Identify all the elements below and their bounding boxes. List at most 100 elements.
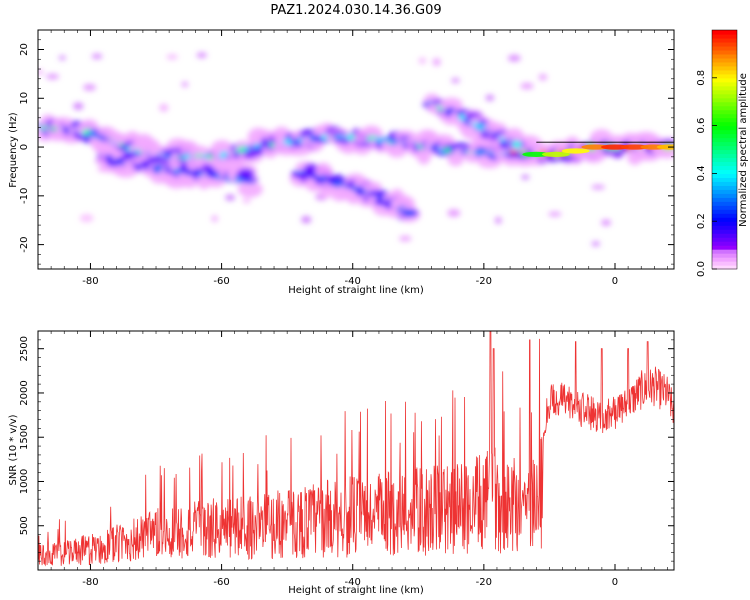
- spec-ytick-label-0: -20: [19, 236, 30, 252]
- spec-ytick-label-3: 10: [19, 92, 30, 105]
- heatmap-cell: [432, 58, 441, 67]
- heatmap-cell: [356, 133, 366, 139]
- colorbar-segment: [712, 173, 737, 178]
- colorbar-tick-label-4: 0.8: [696, 70, 707, 86]
- heatmap-cell: [225, 194, 236, 201]
- heatmap-cell: [403, 210, 416, 216]
- heatmap-cell: [484, 128, 498, 134]
- spec-xtick-label-2: -40: [345, 276, 361, 287]
- snr-y-label: SNR (10 * v/v): [8, 414, 19, 485]
- heatmap-cell: [398, 235, 412, 242]
- colorbar-segment: [712, 265, 737, 270]
- colorbar-segment: [712, 261, 737, 266]
- colorbar-segment: [712, 153, 737, 159]
- spec-ytick-label-1: -10: [19, 188, 30, 204]
- heatmap-peak: [656, 144, 674, 150]
- heatmap-cell: [403, 141, 418, 147]
- heatmap-cell: [97, 166, 109, 173]
- heatmap-cell: [548, 211, 562, 217]
- heatmap-peak: [522, 151, 551, 157]
- heatmap-cell: [237, 181, 263, 198]
- colorbar-segment: [712, 37, 737, 43]
- heatmap-peak: [541, 151, 570, 157]
- colorbar-segment: [712, 229, 737, 234]
- colorbar-segment: [712, 241, 737, 246]
- colorbar-segment: [712, 113, 737, 119]
- snr-ytick-label-0: 500: [19, 516, 30, 535]
- colorbar-segment: [712, 165, 737, 171]
- colorbar: 0.0 0.2 0.4 0.6 0.8 Normalized spectral ampl…: [696, 29, 749, 277]
- colorbar-segment: [712, 193, 737, 198]
- heatmap-cell: [73, 102, 84, 111]
- heatmap-cell: [591, 184, 605, 190]
- colorbar-segment: [712, 197, 737, 202]
- heatmap-cell: [320, 190, 334, 199]
- snr-xtick-label-4: 0: [612, 577, 618, 588]
- snr-ytick-label-4: 2500: [19, 336, 30, 361]
- heatmap-cell: [418, 57, 427, 65]
- heatmap-cell: [521, 174, 530, 180]
- spectrogram-heatmap: [38, 52, 674, 247]
- heatmap-peak: [600, 144, 629, 150]
- colorbar-segment: [712, 225, 737, 230]
- heatmap-cell: [79, 214, 94, 223]
- colorbar-segment: [712, 181, 737, 186]
- snr-ytick-label-2: 1500: [19, 424, 30, 449]
- heatmap-cell: [38, 69, 44, 75]
- heatmap-cell: [447, 209, 461, 218]
- colorbar-segment: [712, 149, 737, 155]
- colorbar-segment: [712, 245, 737, 250]
- heatmap-peak: [561, 148, 590, 154]
- heatmap-cell: [371, 189, 389, 197]
- colorbar-segment: [712, 30, 737, 35]
- colorbar-tick-label-2: 0.4: [696, 165, 707, 181]
- spectrogram-y-label: Frequency (Hz): [8, 112, 19, 188]
- heatmap-cell: [444, 117, 458, 126]
- colorbar-segment: [712, 177, 737, 182]
- heatmap-cell: [91, 53, 103, 60]
- heatmap-peak: [581, 144, 610, 150]
- colorbar-segment: [712, 53, 737, 59]
- colorbar-segment: [712, 133, 737, 139]
- colorbar-segment: [712, 97, 737, 103]
- colorbar-tick-label-1: 0.2: [696, 213, 707, 229]
- colorbar-label: Normalized spectral amplitude: [738, 73, 749, 227]
- heatmap-cell: [507, 54, 521, 62]
- heatmap-cell: [211, 215, 219, 222]
- figure-title: PAZ1.2024.030.14.36.G09: [270, 3, 441, 18]
- colorbar-segment: [712, 157, 737, 163]
- colorbar-segment: [712, 85, 737, 91]
- snr-x-label: Height of straight line (km): [288, 585, 424, 596]
- colorbar-segment: [712, 145, 737, 151]
- colorbar-segment: [712, 253, 737, 258]
- colorbar-segment: [712, 117, 737, 123]
- heatmap-cell: [94, 156, 108, 165]
- spec-xtick-label-4: 0: [612, 276, 618, 287]
- heatmap-cell: [320, 169, 334, 176]
- heatmap-cell: [512, 140, 522, 149]
- heatmap-cell: [242, 198, 251, 204]
- colorbar-segment: [712, 169, 737, 174]
- heatmap-cell: [288, 144, 297, 150]
- colorbar-segment: [712, 185, 737, 190]
- snr-xtick-label-0: -80: [82, 577, 98, 588]
- heatmap-cell: [538, 73, 548, 81]
- snr-frame: [37, 330, 675, 571]
- heatmap-cell: [58, 55, 66, 61]
- colorbar-ticks: 0.0 0.2 0.4 0.6 0.8: [696, 70, 717, 277]
- spec-ytick-label-4: 20: [19, 43, 30, 56]
- heatmap-peak: [620, 144, 649, 150]
- colorbar-segment: [712, 65, 737, 71]
- colorbar-tick-label-0: 0.0: [696, 261, 707, 277]
- heatmap-cell: [487, 145, 502, 154]
- heatmap-cell: [249, 176, 259, 181]
- snr-panel: -80 -60 -40 -20 0 500 1000 1500 2000 2500 Height…: [8, 330, 675, 596]
- colorbar-segment: [712, 141, 737, 147]
- colorbar-segment: [712, 89, 737, 95]
- heatmap-cell: [196, 52, 207, 58]
- heatmap-cell: [520, 82, 534, 90]
- heatmap-core: [522, 141, 674, 157]
- colorbar-segment: [712, 121, 737, 127]
- spectrogram-x-label: Height of straight line (km): [288, 285, 424, 296]
